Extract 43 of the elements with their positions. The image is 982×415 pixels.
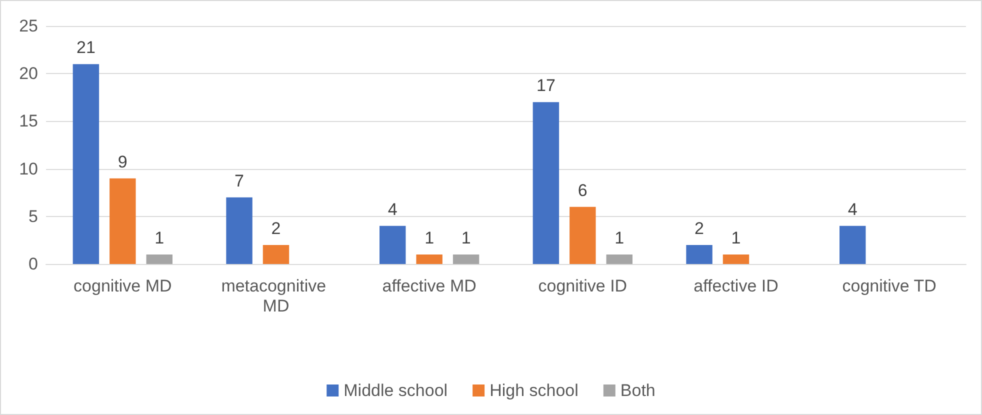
data-label: 2 — [271, 218, 281, 238]
y-tick-label: 15 — [19, 112, 38, 131]
x-tick-label: cognitive ID — [538, 276, 628, 296]
legend-label: High school — [490, 381, 578, 400]
y-tick-label: 25 — [19, 16, 38, 36]
y-tick-label: 0 — [28, 254, 38, 274]
bar — [380, 226, 406, 264]
data-label: 1 — [154, 228, 164, 248]
bar — [840, 226, 866, 264]
bar — [416, 254, 442, 264]
bar — [722, 254, 750, 264]
x-tick-label: affective MD — [382, 276, 476, 296]
bar — [146, 254, 172, 264]
x-tick-label: metacognitive MD — [221, 276, 331, 316]
bar — [570, 206, 596, 264]
bar — [226, 197, 252, 264]
bar — [110, 178, 136, 264]
legend-label: Both — [620, 381, 656, 400]
data-label: 17 — [536, 76, 556, 96]
data-label: 1 — [461, 228, 471, 248]
x-tick-label: affective ID — [694, 276, 778, 296]
bar — [532, 102, 560, 264]
bar — [452, 254, 480, 264]
data-label: 1 — [614, 228, 624, 248]
x-tick-label: cognitive MD — [74, 276, 172, 296]
data-label: 6 — [578, 180, 588, 200]
x-tick-label: cognitive TD — [842, 276, 936, 296]
data-label: 4 — [388, 200, 398, 219]
data-label: 9 — [118, 152, 128, 172]
data-label: 1 — [424, 228, 434, 248]
y-tick-label: 20 — [19, 64, 38, 84]
bar — [606, 254, 632, 264]
legend-label: Middle school — [344, 381, 448, 400]
data-label: 4 — [848, 200, 858, 219]
bar — [262, 244, 290, 264]
bar — [686, 244, 712, 264]
data-label: 7 — [234, 171, 244, 190]
bar — [72, 64, 100, 264]
data-label: 1 — [731, 228, 741, 248]
y-tick-label: 5 — [28, 206, 38, 226]
y-tick-label: 10 — [19, 159, 38, 178]
data-label: 2 — [694, 218, 704, 238]
data-label: 21 — [76, 38, 96, 58]
